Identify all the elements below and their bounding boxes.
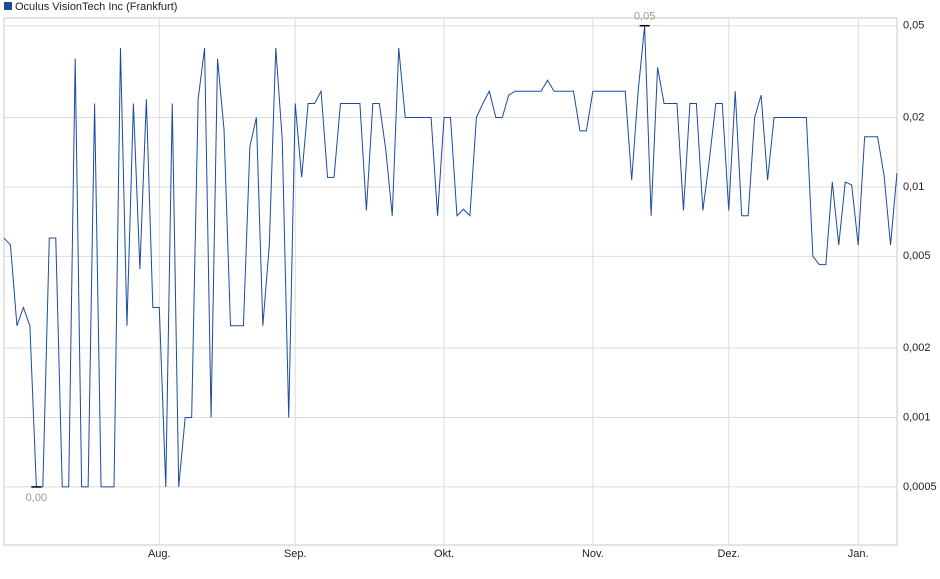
y-tick-label: 0,01 [903, 181, 924, 193]
legend-label: Oculus VisionTech Inc (Frankfurt) [15, 1, 177, 13]
x-tick-label: Nov. [582, 548, 604, 560]
legend-swatch [4, 2, 12, 10]
y-tick-label: 0,001 [903, 411, 931, 423]
x-tick-label: Okt. [434, 548, 454, 560]
price-line [3, 25, 898, 488]
y-tick-label: 0,02 [903, 111, 924, 123]
min-label: 0,00 [26, 492, 47, 504]
x-tick-label: Jan. [848, 548, 869, 560]
x-tick-label: Sep. [284, 548, 307, 560]
max-label: 0,05 [634, 11, 655, 23]
y-tick-label: 0,005 [903, 250, 931, 262]
y-tick-label: 0,0005 [903, 481, 937, 493]
plot-frame [3, 17, 898, 546]
y-tick-label: 0,002 [903, 342, 931, 354]
x-tick-label: Aug. [148, 548, 171, 560]
y-tick-label: 0,05 [903, 20, 924, 32]
x-tick-label: Dez. [717, 548, 740, 560]
